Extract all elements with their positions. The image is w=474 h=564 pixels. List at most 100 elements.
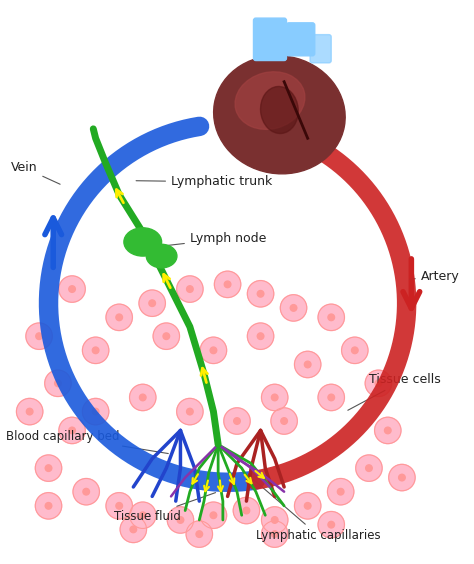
Circle shape xyxy=(116,503,122,509)
Circle shape xyxy=(318,512,345,538)
Circle shape xyxy=(342,337,368,364)
Circle shape xyxy=(247,280,274,307)
Circle shape xyxy=(384,427,391,434)
Circle shape xyxy=(243,507,250,514)
Circle shape xyxy=(73,478,100,505)
Circle shape xyxy=(272,531,278,537)
Circle shape xyxy=(304,361,311,368)
Circle shape xyxy=(272,517,278,523)
Circle shape xyxy=(163,333,170,340)
Circle shape xyxy=(290,305,297,311)
Circle shape xyxy=(233,497,260,524)
Circle shape xyxy=(177,517,184,523)
Circle shape xyxy=(257,333,264,340)
Circle shape xyxy=(167,507,194,533)
Circle shape xyxy=(257,290,264,297)
Circle shape xyxy=(224,281,231,288)
Circle shape xyxy=(399,474,405,481)
Circle shape xyxy=(139,290,165,316)
Circle shape xyxy=(106,304,132,331)
Circle shape xyxy=(116,314,122,321)
Circle shape xyxy=(262,384,288,411)
Circle shape xyxy=(45,465,52,472)
Circle shape xyxy=(139,394,146,401)
Circle shape xyxy=(82,398,109,425)
Circle shape xyxy=(36,333,42,340)
Text: Lymph node: Lymph node xyxy=(160,232,266,246)
Circle shape xyxy=(130,526,137,532)
Circle shape xyxy=(234,418,240,424)
Circle shape xyxy=(200,337,227,364)
Circle shape xyxy=(200,502,227,528)
Circle shape xyxy=(106,492,132,519)
Circle shape xyxy=(210,512,217,518)
Circle shape xyxy=(17,398,43,425)
FancyBboxPatch shape xyxy=(254,18,286,60)
Circle shape xyxy=(59,276,85,302)
FancyBboxPatch shape xyxy=(310,34,331,63)
Circle shape xyxy=(186,521,212,547)
Circle shape xyxy=(36,492,62,519)
Circle shape xyxy=(210,347,217,354)
Ellipse shape xyxy=(146,244,177,268)
Circle shape xyxy=(149,300,155,306)
Text: Vein: Vein xyxy=(11,161,60,184)
Circle shape xyxy=(45,370,71,396)
Circle shape xyxy=(224,408,250,434)
Ellipse shape xyxy=(124,228,162,256)
Circle shape xyxy=(187,286,193,292)
Circle shape xyxy=(318,304,345,331)
Ellipse shape xyxy=(214,56,345,174)
Text: Lymphatic capillaries: Lymphatic capillaries xyxy=(253,479,381,542)
Circle shape xyxy=(177,276,203,302)
Circle shape xyxy=(177,398,203,425)
Circle shape xyxy=(139,512,146,518)
Circle shape xyxy=(92,347,99,354)
Circle shape xyxy=(69,286,75,292)
Circle shape xyxy=(196,531,202,537)
Circle shape xyxy=(328,314,335,321)
Ellipse shape xyxy=(261,86,298,134)
FancyBboxPatch shape xyxy=(286,23,315,56)
Circle shape xyxy=(129,384,156,411)
Text: Artery: Artery xyxy=(410,270,459,283)
Circle shape xyxy=(59,417,85,444)
Circle shape xyxy=(304,503,311,509)
Circle shape xyxy=(365,465,372,472)
Circle shape xyxy=(281,418,287,424)
Circle shape xyxy=(365,370,392,396)
Circle shape xyxy=(328,478,354,505)
Circle shape xyxy=(271,408,297,434)
Circle shape xyxy=(153,323,180,349)
Circle shape xyxy=(214,271,241,298)
Circle shape xyxy=(294,492,321,519)
Circle shape xyxy=(294,351,321,378)
Circle shape xyxy=(272,394,278,401)
Text: Lymphatic trunk: Lymphatic trunk xyxy=(136,175,272,188)
Circle shape xyxy=(129,502,156,528)
Circle shape xyxy=(187,408,193,415)
Circle shape xyxy=(36,455,62,481)
Circle shape xyxy=(69,427,75,434)
Text: Tissue cells: Tissue cells xyxy=(348,373,441,410)
Circle shape xyxy=(45,503,52,509)
Circle shape xyxy=(55,380,61,386)
Circle shape xyxy=(247,323,274,349)
Circle shape xyxy=(262,521,288,547)
Circle shape xyxy=(26,323,52,349)
Circle shape xyxy=(328,521,335,528)
Circle shape xyxy=(83,488,90,495)
Text: Blood capillary bed: Blood capillary bed xyxy=(6,430,168,453)
Circle shape xyxy=(280,295,307,321)
Circle shape xyxy=(318,384,345,411)
Circle shape xyxy=(92,408,99,415)
Circle shape xyxy=(328,394,335,401)
Circle shape xyxy=(375,380,382,386)
Circle shape xyxy=(374,417,401,444)
Circle shape xyxy=(389,464,415,491)
Circle shape xyxy=(262,507,288,533)
Circle shape xyxy=(337,488,344,495)
Text: Tissue fluid: Tissue fluid xyxy=(115,492,216,523)
Circle shape xyxy=(82,337,109,364)
Ellipse shape xyxy=(235,72,305,129)
